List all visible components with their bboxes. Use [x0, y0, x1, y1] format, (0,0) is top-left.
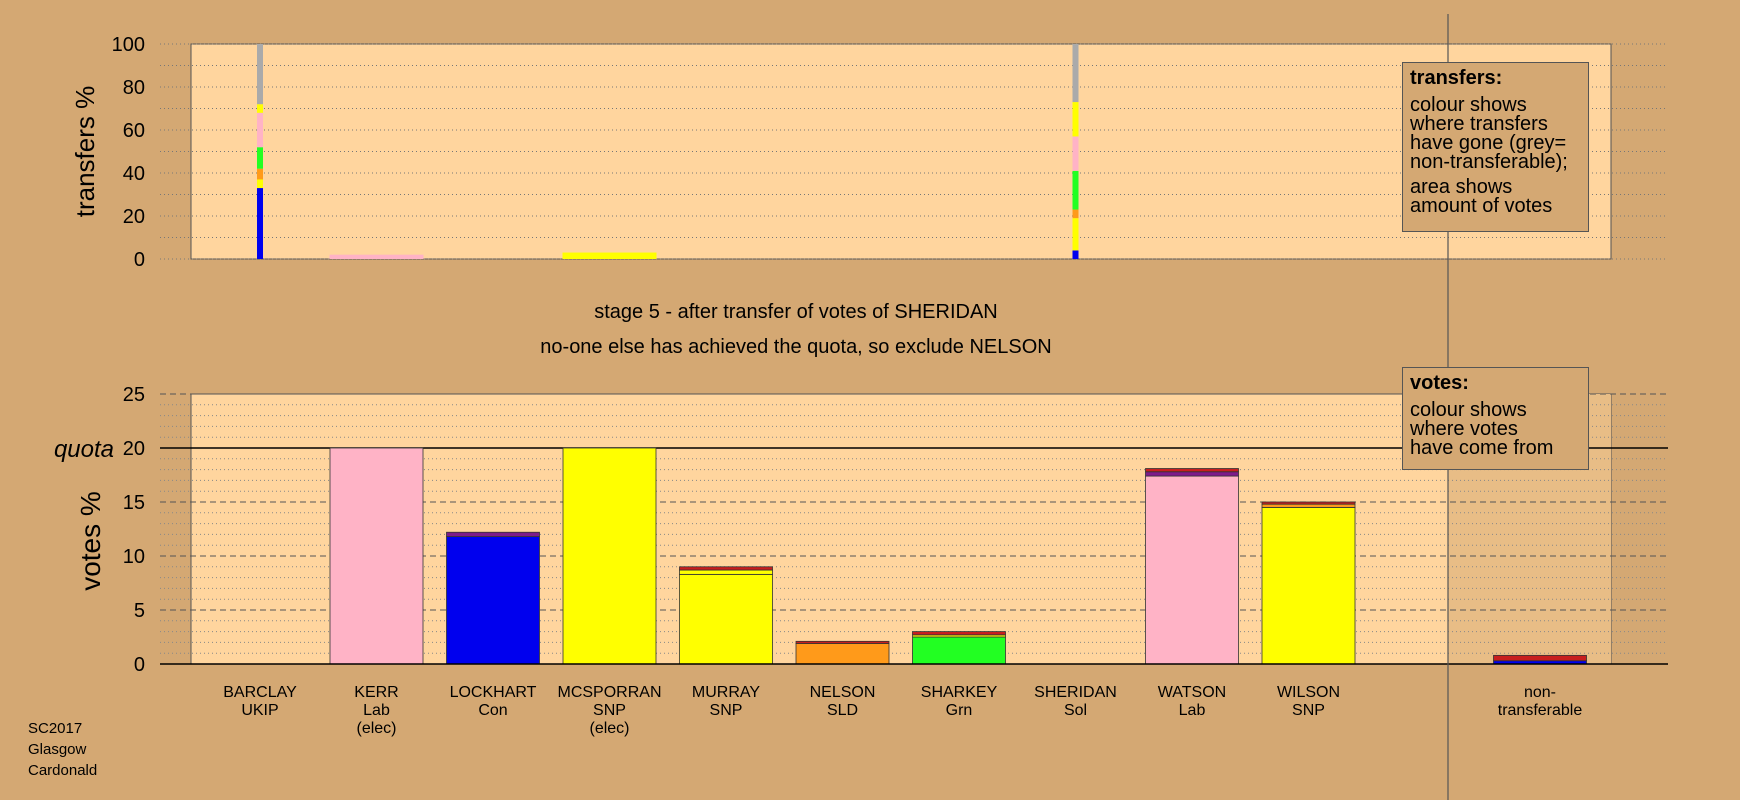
candidate-bar-segment [1145, 475, 1239, 665]
transfer-bar-segment [1072, 209, 1079, 219]
quota-label: quota [54, 436, 114, 463]
candidate-bar-segment [795, 640, 890, 644]
candidate-party-label: Sol [1064, 702, 1087, 719]
candidate-party-label: SNP [1292, 702, 1325, 719]
transfer-bar-segment [1072, 44, 1079, 103]
candidate-party-label: UKIP [241, 702, 278, 719]
nontransferable-bar-segment [1493, 654, 1587, 662]
votes-y-tick-label: 20 [123, 438, 145, 460]
candidate-bar-segment [1261, 503, 1356, 508]
footer-election: SC2017 [28, 720, 83, 737]
votes-plot-area [190, 393, 1612, 665]
transfer-bar-segment [257, 168, 263, 180]
transfer-bar-segment [1072, 218, 1079, 251]
transfer-bar-segment [257, 112, 263, 148]
footer-ward: Cardonald [28, 762, 98, 779]
candidate-name-label: LOCKHART [450, 684, 537, 701]
candidate-status-label: (elec) [356, 720, 396, 737]
candidate-party-label: SNP [710, 702, 743, 719]
transfer-bar-segment [1072, 136, 1079, 171]
surplus-transfer-bar [562, 252, 657, 259]
exclusion-description: no-one else has achieved the quota, so e… [540, 336, 1051, 358]
transfers-y-tick-label: 20 [123, 206, 145, 228]
candidate-bar-segment [679, 569, 773, 575]
transfers-legend: transfers: colour shows where transfers … [1402, 62, 1589, 232]
transfer-bar-segment [1072, 170, 1079, 210]
transfer-bar-segment [257, 104, 263, 113]
transfer-bar-segment [257, 179, 263, 189]
transfers-legend-line: area shows [1410, 176, 1513, 198]
candidate-party-label: Lab [363, 702, 390, 719]
transfers-legend-line: have gone (grey= [1410, 132, 1567, 154]
transfers-y-tick-label: 40 [123, 163, 145, 185]
candidate-bar-segment [679, 566, 773, 571]
candidate-party-label: SNP [593, 702, 626, 719]
transfers-legend-line: where transfers [1410, 113, 1548, 135]
transfer-bar-segment [1072, 250, 1079, 259]
candidate-bar-segment [329, 447, 424, 665]
votes-y-tick-label: 25 [123, 384, 145, 406]
surplus-transfer-bar [329, 254, 424, 259]
votes-legend: votes: colour shows where votes have com… [1402, 367, 1589, 470]
candidate-party-label: SLD [827, 702, 858, 719]
transfers-legend-line: non-transferable); [1410, 151, 1568, 173]
candidate-bar-segment [679, 573, 773, 665]
candidate-party-label: Grn [946, 702, 973, 719]
candidate-bar-segment [446, 536, 540, 665]
candidate-bar-segment [1145, 468, 1239, 473]
transfers-y-tick-label: 100 [112, 34, 145, 56]
candidate-name-label: SHARKEY [921, 684, 998, 701]
candidate-name-label: SHERIDAN [1034, 684, 1117, 701]
transfers-y-axis-label: transfers % [70, 86, 100, 218]
candidate-name-label: MCSPORRAN [557, 684, 661, 701]
candidate-bar-segment [1261, 506, 1356, 665]
candidate-party-label: Con [478, 702, 507, 719]
votes-y-tick-label: 0 [134, 654, 145, 676]
transfers-y-tick-label: 60 [123, 120, 145, 142]
candidate-name-label: BARCLAY [223, 684, 297, 701]
transfer-bar-segment [257, 188, 263, 259]
candidate-bar-segment [1145, 471, 1239, 477]
transfers-y-tick-label: 80 [123, 77, 145, 99]
transfer-bar-segment [257, 147, 263, 169]
votes-y-axis-label: votes % [75, 491, 106, 591]
votes-y-tick-label: 5 [134, 600, 145, 622]
candidate-name-label: NELSON [810, 684, 876, 701]
votes-legend-line: where votes [1410, 418, 1518, 440]
transfers-legend-line: colour shows [1410, 94, 1527, 116]
candidate-bar-segment [912, 636, 1006, 665]
candidate-bar-segment [795, 643, 890, 665]
candidate-bar-segment [912, 631, 1006, 636]
votes-y-tick-label: 15 [123, 492, 145, 514]
votes-legend-line: colour shows [1410, 399, 1527, 421]
transfer-bar-segment [1072, 102, 1079, 137]
candidate-party-label: Lab [1179, 702, 1206, 719]
votes-legend-line: have come from [1410, 437, 1554, 459]
candidate-bar-segment [562, 447, 657, 665]
transfer-bar-segment [257, 44, 263, 105]
candidate-name-label: MURRAY [692, 684, 760, 701]
candidate-name-label: WILSON [1277, 684, 1340, 701]
votes-legend-title: votes: [1410, 372, 1469, 394]
candidate-status-label: (elec) [589, 720, 629, 737]
transfers-legend-line: amount of votes [1410, 195, 1553, 217]
transfers-legend-title: transfers: [1410, 67, 1503, 89]
nontransferable-label: non- [1524, 684, 1556, 701]
footer-council: Glasgow [28, 741, 87, 758]
candidate-bar-segment [446, 531, 540, 537]
stage-description: stage 5 - after transfer of votes of SHE… [594, 301, 998, 323]
candidate-bar-segment [1261, 501, 1356, 505]
candidate-name-label: KERR [354, 684, 398, 701]
votes-y-tick-label: 10 [123, 546, 145, 568]
nontransferable-label: transferable [1498, 702, 1583, 719]
candidate-name-label: WATSON [1158, 684, 1226, 701]
transfers-y-tick-label: 0 [134, 249, 145, 271]
